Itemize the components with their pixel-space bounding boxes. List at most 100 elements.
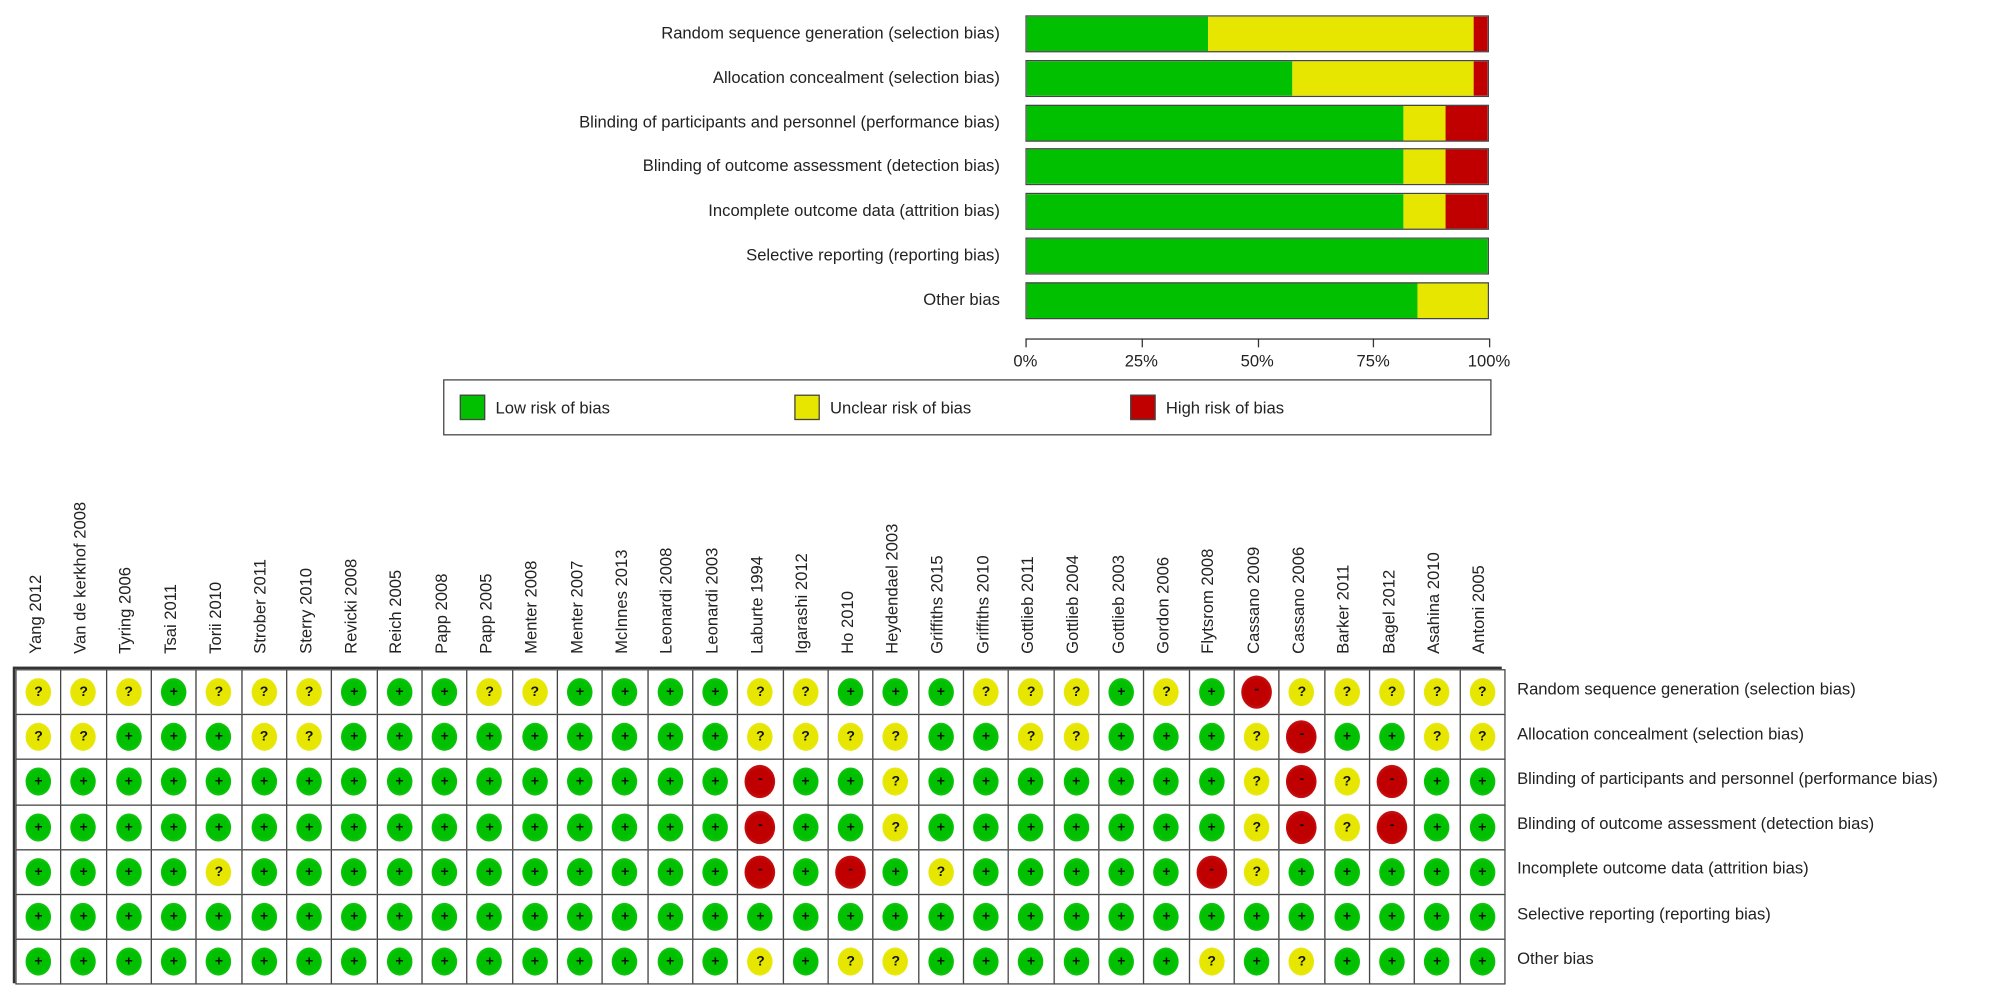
low-risk-icon: +: [657, 902, 683, 932]
rating-cell: +: [556, 759, 604, 806]
low-risk-icon: +: [341, 813, 368, 842]
legend: Low risk of bias Unclear risk of bias Hi…: [443, 379, 1492, 436]
study-label: McInnes 2013: [611, 549, 631, 654]
rating-cell: -: [1368, 759, 1416, 806]
rating-cell: ?: [1007, 669, 1055, 716]
low-risk-icon: +: [702, 947, 729, 976]
rating-cell: +: [1368, 893, 1416, 941]
low-risk-icon: +: [296, 947, 323, 976]
unclear-risk-icon: ?: [476, 678, 503, 707]
rating-cell: +: [962, 848, 1010, 896]
rating-cell: +: [376, 938, 423, 986]
low-risk-icon: +: [386, 813, 413, 842]
rating-cell: ?: [782, 714, 829, 761]
unclear-risk-icon: ?: [1063, 678, 1090, 707]
bar-label: Random sequence generation (selection bi…: [661, 22, 1000, 43]
domain-label: Incomplete outcome data (attrition bias): [1517, 858, 1809, 878]
rating-cell: +: [1414, 803, 1461, 851]
rating-cell: +: [15, 893, 62, 941]
rating-cell: +: [1098, 759, 1145, 806]
rating-cell: +: [331, 759, 378, 806]
rating-cell: ?: [240, 714, 288, 761]
rating-cell: +: [286, 938, 333, 986]
low-risk-icon: +: [1379, 902, 1405, 932]
domain-label: Random sequence generation (selection bi…: [1517, 678, 1856, 699]
low-risk-icon: +: [1424, 858, 1451, 887]
unclear-risk-icon: ?: [973, 678, 999, 707]
low-risk-icon: +: [1153, 768, 1180, 797]
low-risk-icon: +: [431, 813, 458, 842]
rating-cell: +: [1459, 893, 1506, 941]
low-risk-icon: +: [1243, 947, 1270, 976]
low-risk-icon: +: [612, 947, 638, 976]
rating-cell: ?: [286, 669, 333, 716]
domain-label: Selective reporting (reporting bias): [1517, 903, 1771, 923]
rating-cell: ?: [872, 938, 920, 986]
rating-cell: ?: [1459, 714, 1506, 761]
low-risk-icon: +: [1108, 768, 1135, 797]
high-risk-icon: -: [745, 855, 776, 889]
rating-cell: +: [421, 848, 468, 896]
rating-cell: +: [1143, 759, 1190, 806]
low-risk-icon: +: [341, 723, 368, 752]
rating-cell: -: [1368, 803, 1416, 851]
rating-cell: +: [601, 669, 649, 716]
stacked-bar: [1025, 148, 1489, 186]
rating-cell: +: [556, 848, 604, 896]
low-risk-icon: +: [1063, 902, 1090, 932]
bar-segment-unclear: [1417, 283, 1488, 318]
rating-cell: +: [692, 938, 739, 986]
low-risk-icon: +: [476, 768, 503, 797]
rating-cell: +: [1459, 759, 1506, 806]
unclear-risk-icon: ?: [792, 723, 819, 752]
study-label: Igarashi 2012: [792, 553, 812, 654]
study-label: Bagel 2012: [1378, 569, 1398, 654]
rating-cell: +: [511, 848, 559, 896]
rating-cell: ?: [1459, 669, 1506, 716]
low-risk-icon: +: [1469, 858, 1496, 887]
rating-cell: +: [962, 893, 1010, 941]
rating-cell: +: [105, 803, 152, 851]
unclear-risk-icon: ?: [1379, 678, 1405, 707]
rating-cell: +: [421, 759, 468, 806]
x-tick-label: 50%: [1240, 351, 1274, 371]
rating-cell: +: [1053, 848, 1100, 896]
x-tick-label: 0%: [1013, 351, 1038, 371]
low-risk-icon: +: [567, 902, 593, 932]
rating-cell: ?: [511, 669, 559, 716]
low-risk-icon: +: [1153, 858, 1180, 887]
rating-cell: ?: [1323, 759, 1371, 806]
low-risk-icon: +: [567, 768, 593, 797]
low-risk-icon: +: [431, 678, 458, 707]
low-risk-icon: +: [522, 813, 548, 842]
risk-of-bias-grid: ??? +??? + + +?? + + + +?? + + +??? +? + -??????? + + +??…: [12, 666, 1506, 986]
low-risk-icon: +: [1063, 858, 1090, 887]
rating-cell: ?: [1414, 714, 1461, 761]
rating-cell: +: [331, 803, 378, 851]
study-label: Papp 2005: [476, 573, 496, 654]
unclear-risk-icon: ?: [522, 678, 548, 707]
low-risk-icon: +: [476, 813, 503, 842]
bar-segment-low: [1026, 105, 1404, 141]
study-label: Laburte 1994: [747, 555, 767, 654]
low-risk-icon: +: [70, 768, 97, 797]
study-label: Sterry 2010: [295, 568, 315, 654]
rating-cell: +: [376, 803, 423, 851]
rating-cell: +: [601, 893, 649, 941]
low-risk-icon: +: [1243, 902, 1270, 932]
domain-label: Other bias: [1517, 948, 1594, 968]
stacked-bar: [1025, 282, 1489, 320]
low-risk-icon: +: [702, 768, 729, 797]
stacked-bar: [1025, 237, 1489, 275]
rating-cell: +: [1459, 848, 1506, 896]
low-risk-icon: +: [1469, 768, 1496, 797]
low-risk-icon: +: [973, 768, 999, 797]
study-label: Barker 2011: [1333, 564, 1353, 654]
low-risk-icon: +: [115, 902, 142, 932]
study-label: Gottlieb 2004: [1062, 555, 1083, 654]
rating-cell: +: [1098, 714, 1145, 761]
low-risk-icon: +: [567, 723, 593, 752]
rating-cell: ?: [872, 714, 920, 761]
legend-swatch-unclear: [794, 394, 820, 421]
low-risk-icon: +: [883, 678, 909, 707]
